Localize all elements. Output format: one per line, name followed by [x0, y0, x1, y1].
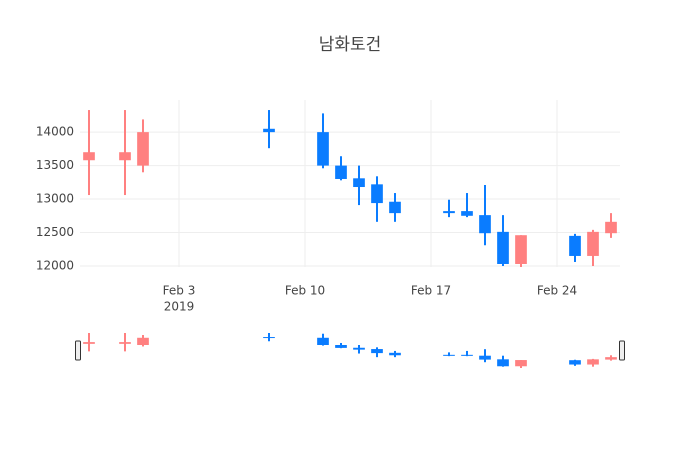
candle-body: [587, 231, 599, 256]
candle-body: [605, 357, 617, 360]
y-tick-label: 14000: [36, 125, 74, 139]
candle-body: [479, 355, 491, 360]
candle-body: [569, 360, 581, 365]
x-tick-label: Feb 10: [285, 284, 325, 298]
y-tick-label: 13000: [36, 192, 74, 206]
x-tick-year: 2019: [164, 300, 195, 314]
candle-body: [353, 178, 365, 188]
candle-body: [317, 337, 329, 346]
candle-body: [83, 342, 95, 344]
y-tick-label: 12500: [36, 225, 74, 239]
candle-body: [461, 211, 473, 216]
candle-body: [515, 235, 527, 264]
candle-body: [443, 211, 455, 214]
candle-body: [497, 359, 509, 367]
candle-body: [443, 354, 455, 356]
candle-body: [263, 128, 275, 133]
candle-body: [389, 352, 401, 356]
x-tick-label: Feb 24: [537, 284, 577, 298]
candle-body: [137, 132, 149, 166]
candle-body: [335, 345, 347, 348]
chart-title: 남화토건: [319, 35, 382, 55]
candle-body: [389, 201, 401, 214]
range-slider[interactable]: [75, 333, 625, 368]
candle-body: [137, 337, 149, 346]
y-tick-label: 13500: [36, 158, 74, 172]
candle-body: [479, 215, 491, 234]
candle-body: [119, 342, 131, 344]
candle-body: [335, 165, 347, 179]
candle-body: [587, 359, 599, 365]
candle-body: [83, 152, 95, 161]
x-tick-label: Feb 3: [163, 284, 196, 298]
x-tick-label: Feb 17: [411, 284, 451, 298]
range-handle[interactable]: [619, 340, 625, 361]
candle-body: [119, 152, 131, 161]
candle-body: [497, 231, 509, 264]
candle-body: [569, 235, 581, 256]
range-handle[interactable]: [75, 340, 81, 361]
grid: [80, 100, 620, 267]
candle-body: [263, 337, 275, 339]
candle-body: [353, 347, 365, 350]
y-tick-label: 12000: [36, 258, 74, 272]
candle-body: [461, 354, 473, 356]
candle-body: [605, 221, 617, 234]
plot-area: [83, 110, 617, 267]
candle-body: [515, 360, 527, 367]
candle-body: [317, 132, 329, 166]
candle-body: [371, 184, 383, 204]
candle-body: [371, 349, 383, 354]
